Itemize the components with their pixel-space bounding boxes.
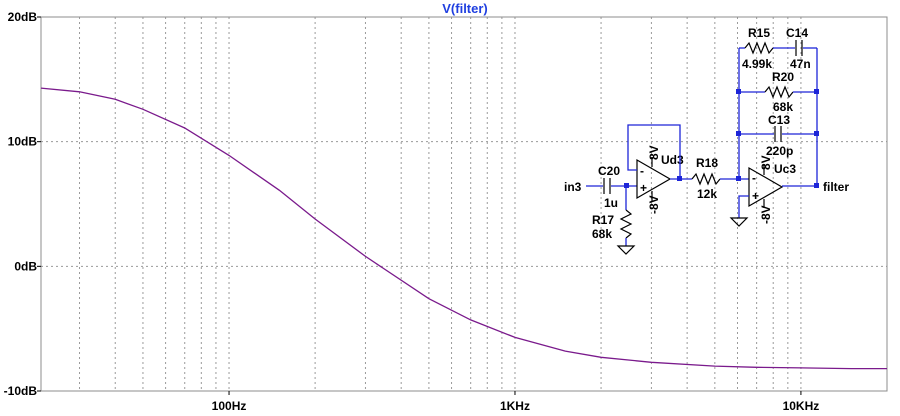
y-tick-label: 0dB bbox=[14, 259, 37, 273]
series-line-vfilter bbox=[40, 87, 887, 370]
resistor-r15 bbox=[744, 41, 774, 55]
value-r15: 4.99k bbox=[742, 57, 772, 71]
resistor-r17 bbox=[619, 209, 633, 239]
grid bbox=[41, 16, 888, 392]
label-ud3: Ud3 bbox=[661, 153, 684, 167]
label-r17: R17 bbox=[592, 213, 614, 227]
uc3-neg-rail: -8V bbox=[759, 205, 773, 224]
y-tick-label: 20dB bbox=[8, 10, 38, 24]
label-r15: R15 bbox=[748, 26, 770, 40]
ud3-neg-rail: -8V bbox=[647, 195, 661, 214]
value-c14: 47n bbox=[790, 57, 811, 71]
label-c14: C14 bbox=[786, 26, 808, 40]
net-label-filter: filter bbox=[823, 180, 849, 194]
x-tick-label: 100Hz bbox=[212, 399, 247, 413]
svg-text:-: - bbox=[752, 171, 756, 185]
value-r20: 68k bbox=[773, 100, 793, 114]
x-tick-labels: 100Hz 1KHz 10KHz bbox=[212, 391, 820, 413]
value-r17: 68k bbox=[592, 227, 612, 241]
value-c13: 220p bbox=[766, 144, 793, 158]
value-c20: 1u bbox=[604, 196, 618, 210]
x-tick-label: 1KHz bbox=[500, 399, 530, 413]
ground-symbol-2 bbox=[729, 217, 749, 227]
net-label-in3: in3 bbox=[564, 180, 582, 194]
label-r18: R18 bbox=[696, 156, 718, 170]
ud3-pos-rail: 8V bbox=[647, 145, 661, 160]
label-c20: C20 bbox=[598, 164, 620, 178]
svg-text:+: + bbox=[752, 189, 759, 203]
resistor-r18 bbox=[691, 172, 721, 186]
chart-title: V(filter) bbox=[442, 1, 488, 16]
resistor-r20 bbox=[764, 85, 794, 99]
svg-text:+: + bbox=[640, 181, 647, 195]
uc3-pos-rail: 8V bbox=[759, 155, 773, 170]
y-tick-labels: 20dB 10dB 0dB -10dB bbox=[4, 10, 41, 398]
label-c13: C13 bbox=[768, 113, 790, 127]
schematic: in3 C20 1u R17 68k - + 8V -8V Ud3 R18 12… bbox=[564, 26, 849, 255]
opamp-uc3 bbox=[748, 166, 784, 208]
plot-frame bbox=[40, 16, 888, 392]
opamp-ud3 bbox=[636, 158, 672, 200]
label-r20: R20 bbox=[772, 70, 794, 84]
ground-symbol-1 bbox=[616, 245, 636, 255]
label-uc3: Uc3 bbox=[774, 162, 796, 176]
y-tick-label: 10dB bbox=[8, 135, 38, 149]
value-r18: 12k bbox=[697, 187, 717, 201]
svg-text:-: - bbox=[640, 164, 644, 178]
x-tick-label: 10KHz bbox=[783, 399, 820, 413]
y-tick-label: -10dB bbox=[4, 384, 38, 398]
